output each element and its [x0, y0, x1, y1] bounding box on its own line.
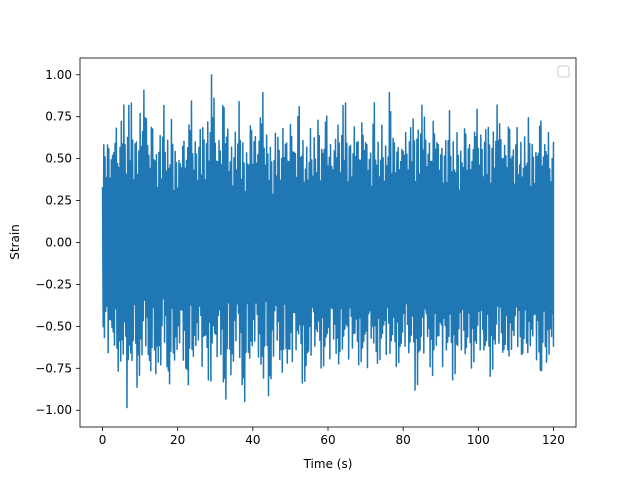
series-line-0 [101, 74, 555, 409]
y-tick-label: 1.00 [45, 68, 72, 82]
y-tick-label: −0.25 [35, 277, 72, 291]
y-tick-label: −1.00 [35, 403, 72, 417]
x-tick-label: 60 [320, 433, 335, 447]
x-tick-label: 120 [542, 433, 565, 447]
y-tick-label: −0.75 [35, 361, 72, 375]
legend-box [557, 65, 570, 78]
y-tick-label: 0.50 [45, 152, 72, 166]
y-tick-label: 0.25 [45, 194, 72, 208]
y-tick-label: 0.75 [45, 110, 72, 124]
x-tick-label: 40 [245, 433, 260, 447]
x-axis-label: Time (s) [303, 457, 353, 471]
x-tick-label: 100 [467, 433, 490, 447]
y-tick-label: 0.00 [45, 236, 72, 250]
y-axis-label: Strain [8, 224, 22, 260]
x-tick-label: 20 [170, 433, 185, 447]
x-tick-label: 0 [99, 433, 107, 447]
y-tick-label: −0.50 [35, 319, 72, 333]
axes: 0 20 40 60 80 100 120 −1.00 −0.75 −0.50 −0.25 0.00 0… [35, 57, 577, 447]
x-tick-label: 80 [396, 433, 411, 447]
plot-area [101, 74, 555, 409]
